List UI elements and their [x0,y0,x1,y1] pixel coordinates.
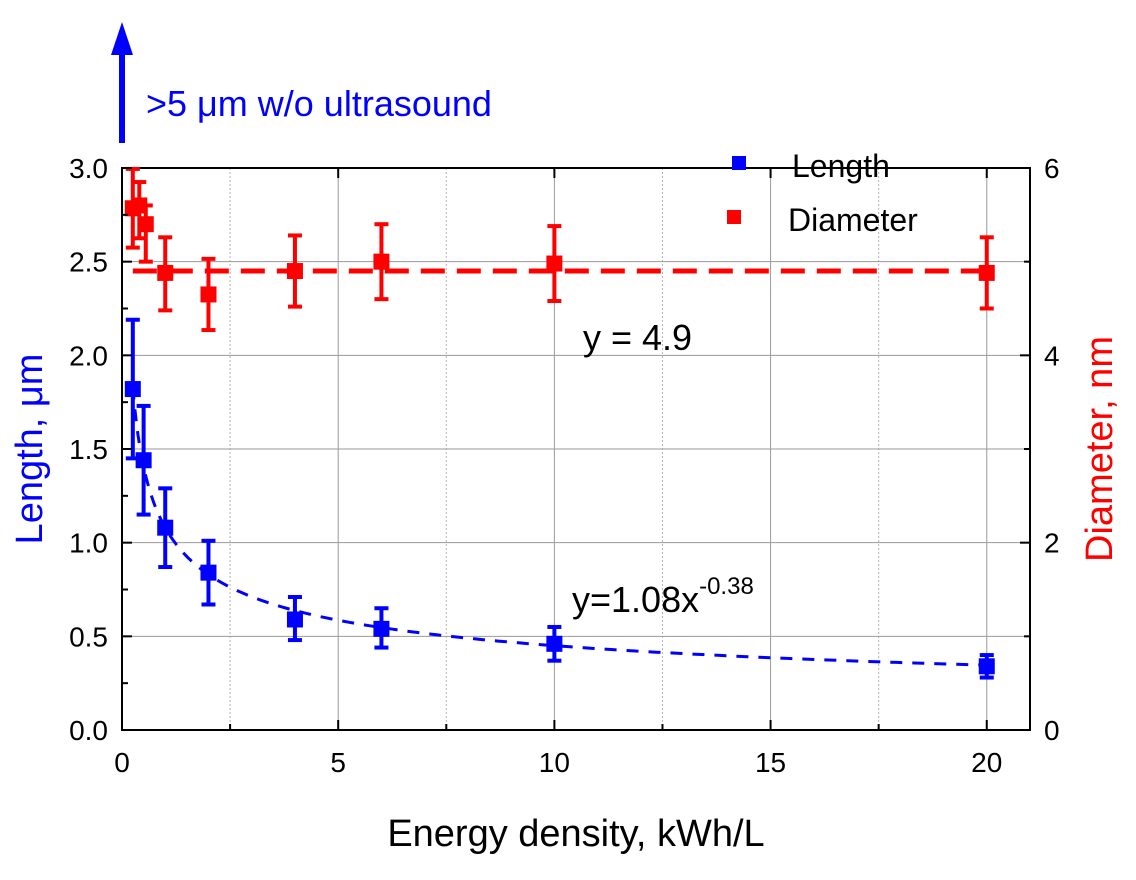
grid [122,168,1030,730]
y-tick-label-left: 3.0 [69,153,108,184]
ultrasound-annotation: >5 μm w/o ultrasound [111,22,492,143]
diameter-point [200,286,217,303]
y-tick-label-left: 1.5 [69,434,108,465]
length-point [978,658,995,675]
annotation-top: >5 μm w/o ultrasound [146,83,492,124]
fit-line-length [131,387,987,667]
length-point [546,635,563,652]
diameter-point [286,263,303,280]
legend-diameter-marker [727,210,741,224]
diameter-point [137,216,154,233]
length-point [124,381,141,398]
y-tick-label-right: 2 [1044,528,1060,559]
fit-label-length-exponent: -0.38 [699,573,754,600]
y-tick-label-left: 0.5 [69,621,108,652]
y-tick-label-left: 2.0 [69,340,108,371]
fit-label-length-base: y=1.08x [572,579,699,620]
x-tick-label: 0 [114,747,130,778]
diameter-point [546,255,563,272]
y-tick-label-right: 0 [1044,715,1060,746]
axes: 0 5 10 15 20 0.0 0.5 1.0 1.5 2.0 2.5 3.0 0 2 4 6 [69,153,1060,778]
diameter-point [157,264,174,281]
y-tick-label-left: 0.0 [69,715,108,746]
length-point [135,452,152,469]
x-tick-label: 15 [755,747,786,778]
up-arrowhead-icon [111,22,133,55]
x-axis-title: Energy density, kWh/L [387,813,764,855]
length-point [373,620,390,637]
y-axis-title-right: Diameter, nm [1079,336,1121,562]
y-tick-label-right: 4 [1044,340,1060,371]
length-point [200,564,217,581]
x-tick-label: 5 [330,747,346,778]
fit-label-diameter: y = 4.9 [583,317,692,358]
y-tick-label-left: 2.5 [69,247,108,278]
y-axis-title-left: Length, μm [9,354,51,545]
legend-length-label: Length [792,148,890,184]
fit-lines [131,268,987,667]
y-tick-label-right: 6 [1044,153,1060,184]
legend: Length Diameter [727,148,918,238]
x-tick-label: 20 [971,747,1002,778]
length-point [157,519,174,536]
legend-diameter-label: Diameter [788,202,918,238]
length-point [286,611,303,628]
fit-label-length: y=1.08x-0.38 [572,573,754,620]
diameter-point [978,264,995,281]
diameter-point [373,253,390,270]
legend-length-marker [732,156,746,170]
x-tick-label: 10 [539,747,570,778]
y-tick-label-left: 1.0 [69,528,108,559]
data-series [124,166,995,680]
